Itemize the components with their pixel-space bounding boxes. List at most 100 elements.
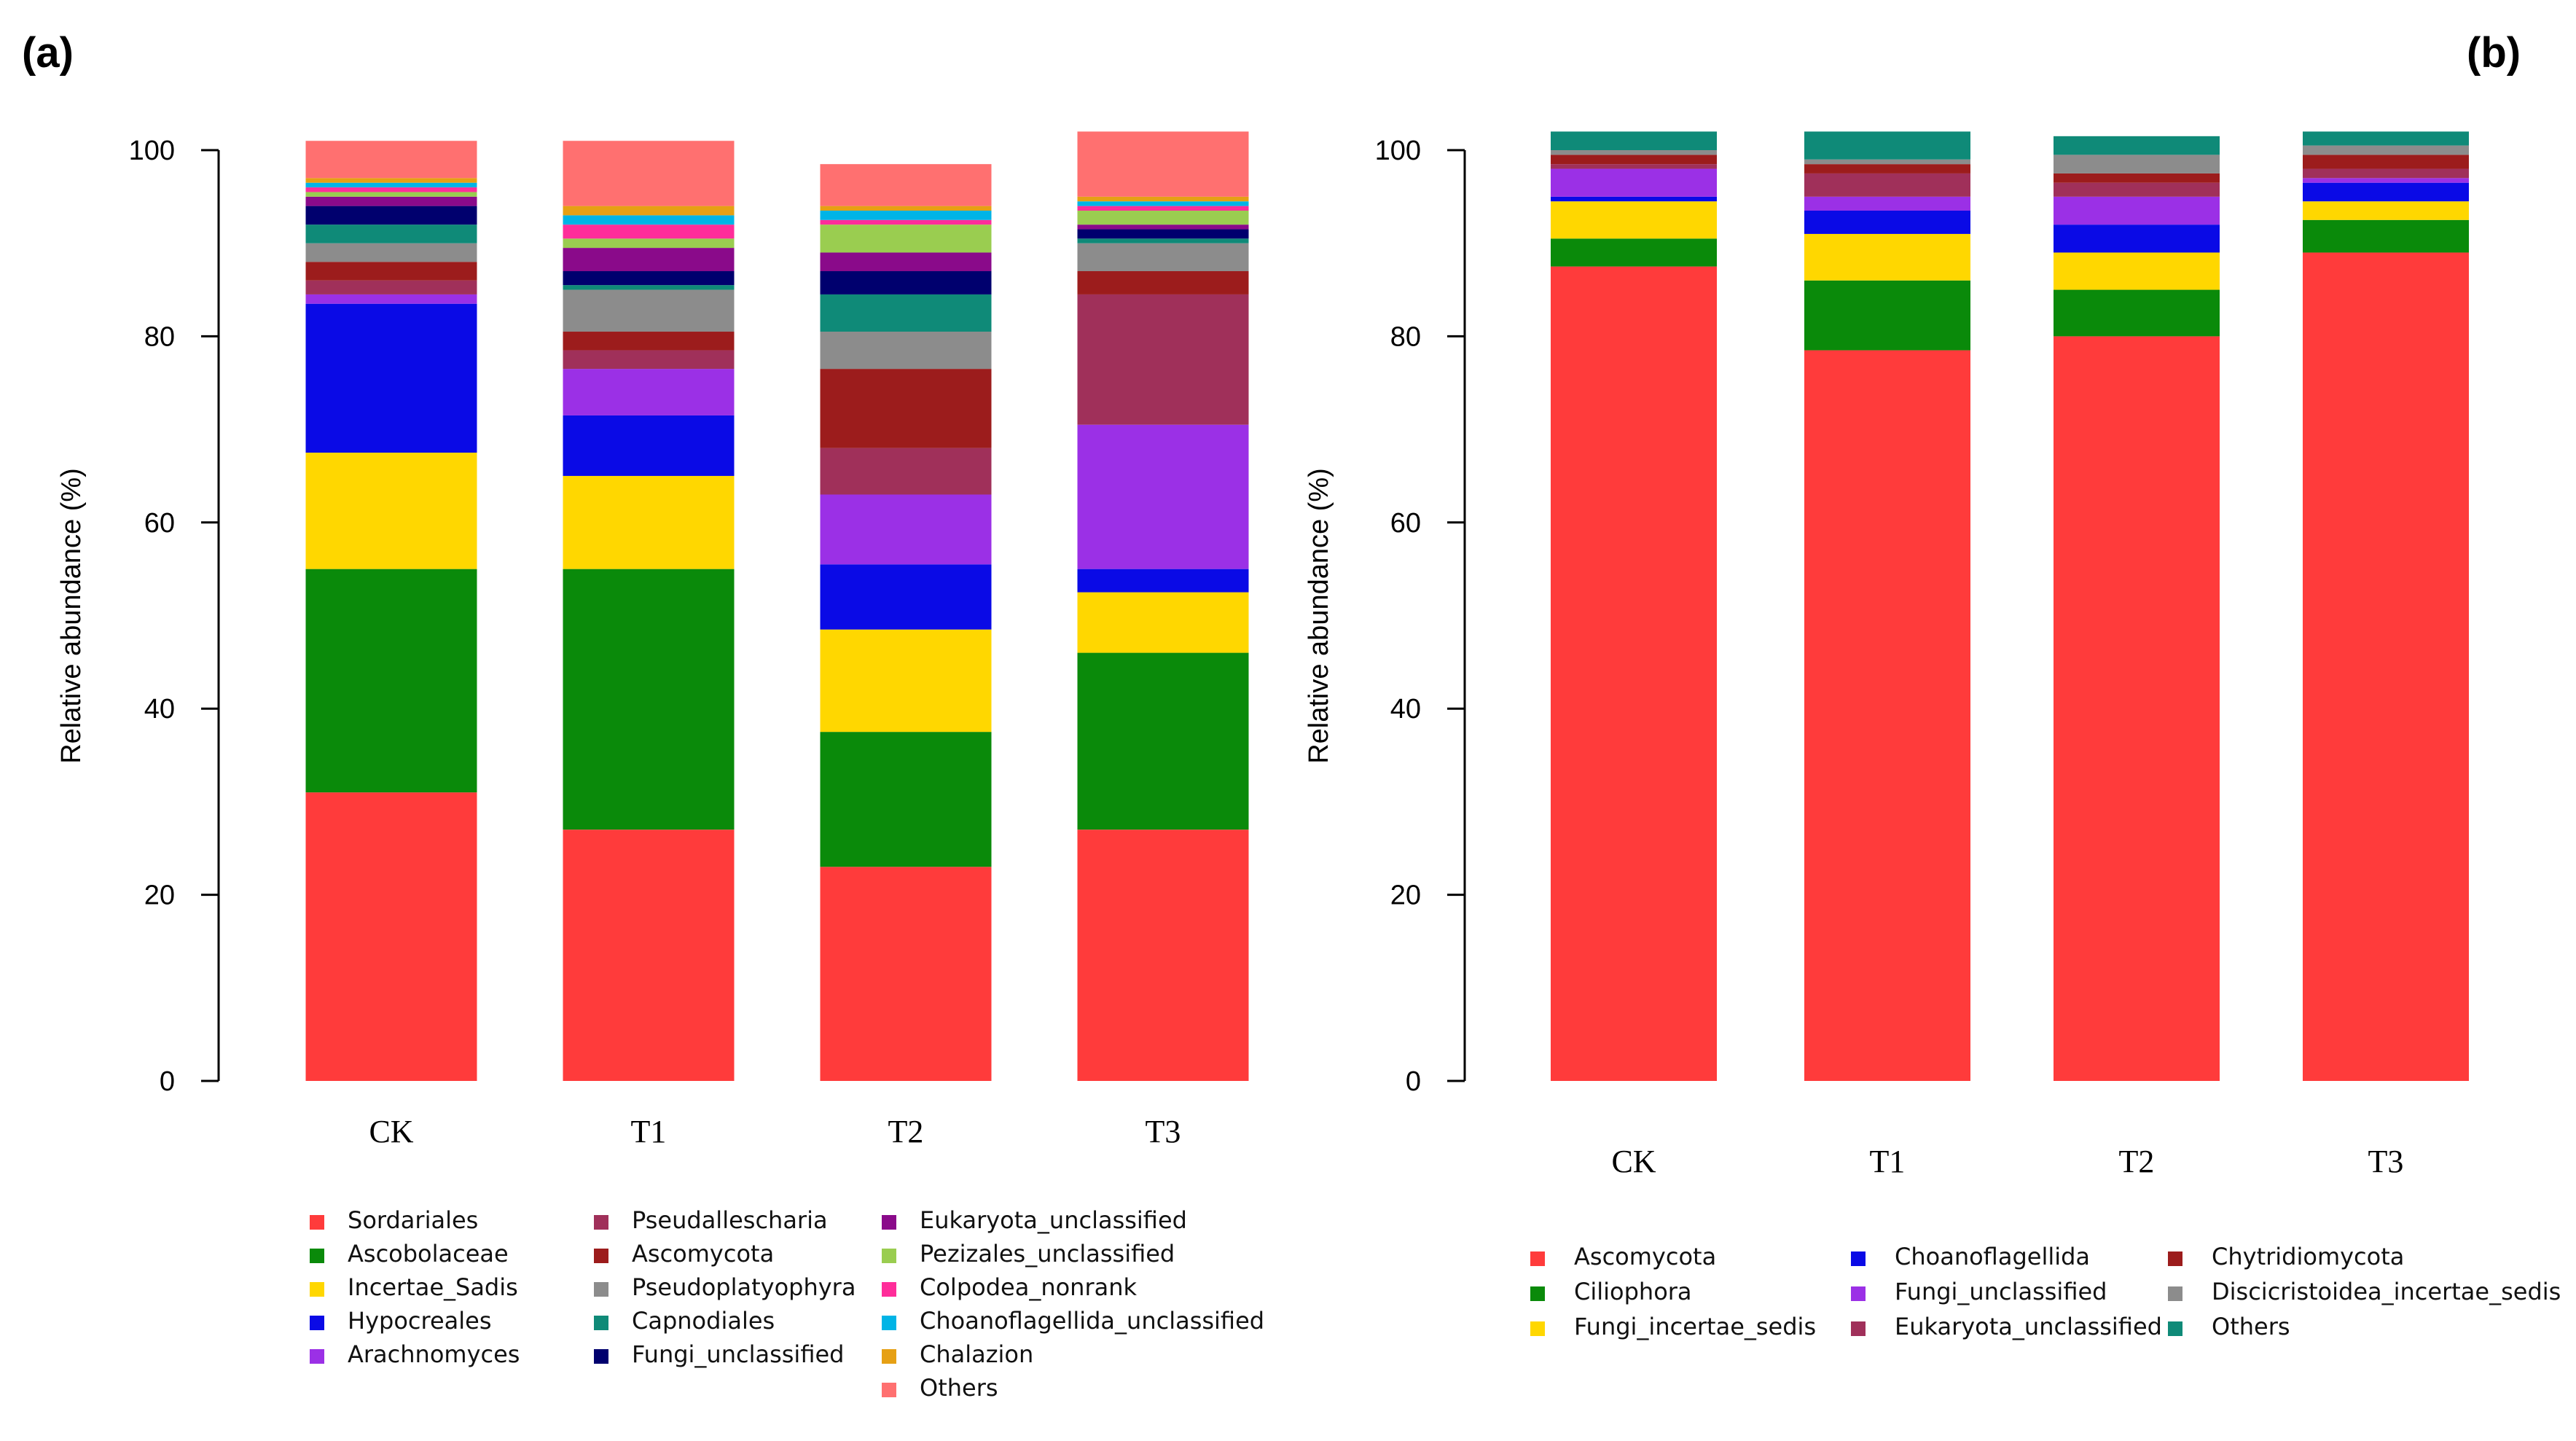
legend-label: Chytridiomycota: [2212, 1243, 2404, 1270]
bar-segment-T1-others: [563, 141, 735, 206]
panel-label-b: (b): [2467, 29, 2521, 77]
bar-segment-CK-ascomycota: [1551, 266, 1717, 1081]
legend-label: Fungi_incertae_sedis: [1574, 1313, 1816, 1340]
y-tick-label: 80: [144, 321, 175, 352]
legend-swatch: [594, 1215, 608, 1230]
bar-segment-T1-pseudoplatyophyra: [563, 289, 735, 332]
legend-label: Others: [920, 1374, 998, 1402]
bar-segment-T1-ascomycota: [563, 332, 735, 351]
legend-swatch: [2168, 1321, 2182, 1336]
y-tick-label: 20: [1390, 880, 1421, 911]
bar-stack-CK: [1551, 131, 1717, 1081]
x-category-label: T2: [2119, 1144, 2155, 1179]
bar-segment-T2-discicristoidea_incertae_sedis: [2054, 155, 2220, 173]
bar-segment-T3-ciliophora: [2303, 219, 2469, 253]
y-axis-label: Relative abundance (%): [56, 468, 87, 764]
bar-segment-T3-ascomycota: [1077, 271, 1249, 294]
bar-segment-T1-eukaryota_unclassified: [1804, 173, 1970, 197]
bar-segment-T1-chalazion: [563, 206, 735, 216]
x-category-label: T1: [631, 1114, 667, 1149]
bar-segment-T3-fungi_unclassified: [1077, 229, 1249, 239]
bar-segment-CK-others: [305, 141, 477, 179]
bar-segment-T1-capnodiales: [563, 285, 735, 290]
bar-segment-CK-pseudallescharia: [305, 280, 477, 294]
bar-segment-T3-incertae_sadis: [1077, 592, 1249, 653]
bar-segment-T2-ascomycota: [820, 369, 992, 448]
bar-segment-T2-pseudallescharia: [820, 448, 992, 495]
bar-segment-T1-pseudallescharia: [563, 350, 735, 370]
y-tick-label: 60: [1390, 508, 1421, 539]
bar-segment-T2-others: [2054, 136, 2220, 155]
bar-segment-CK-ciliophora: [1551, 238, 1717, 267]
bar-segment-T3-fungi_incertae_sedis: [2303, 201, 2469, 220]
legend-label: Chalazion: [920, 1340, 1033, 1368]
legend-label: Hypocreales: [348, 1307, 491, 1335]
legend-label: Colpodea_nonrank: [920, 1273, 1138, 1301]
bar-segment-CK-discicristoidea_incertae_sedis: [1551, 150, 1717, 155]
bar-segment-T2-hypocreales: [820, 564, 992, 630]
bar-segment-T2-choanoflagellida: [2054, 224, 2220, 253]
bar-segment-T3-ascomycota: [2303, 252, 2469, 1082]
bar-segment-T2-colpodea_nonrank: [820, 219, 992, 225]
legend-label: Ascomycota: [632, 1240, 774, 1268]
bar-segment-CK-others: [1551, 131, 1717, 150]
bar-segment-T1-ascobolaceae: [563, 569, 735, 830]
x-category-label: T1: [1870, 1144, 1906, 1179]
y-tick-label: 0: [1406, 1066, 1421, 1097]
bar-segment-CK-ascomycota: [305, 262, 477, 281]
bar-segment-T2-eukaryota_unclassified: [820, 252, 992, 272]
legend-label: Ascobolaceae: [348, 1240, 509, 1268]
legend-swatch: [2168, 1286, 2182, 1301]
bar-segment-T2-ascobolaceae: [820, 732, 992, 867]
bar-segment-T2-ascomycota: [2054, 336, 2220, 1081]
bar-segment-T2-chalazion: [820, 206, 992, 211]
bar-segment-T3-choanoflagellida_unclassified: [1077, 201, 1249, 206]
legend: Sordariales Ascobolaceae Incertae_Sadis Hyp…: [310, 1206, 1264, 1402]
bar-segment-T2-incertae_sadis: [820, 629, 992, 733]
legend-label: Eukaryota_unclassified: [1895, 1313, 2162, 1340]
bar-segment-T3-others: [2303, 131, 2469, 146]
bar-segment-T2-eukaryota_unclassified: [2054, 182, 2220, 197]
y-tick-label: 80: [1390, 321, 1421, 352]
bar-segment-CK-sordariales: [305, 792, 477, 1081]
bar-segment-T2-pezizales_unclassified: [820, 224, 992, 253]
bar-segment-T1-colpodea_nonrank: [563, 224, 735, 239]
x-category-label: T3: [2368, 1144, 2404, 1179]
bar-stack-CK: [305, 141, 477, 1081]
legend-swatch: [1530, 1321, 1545, 1336]
bar-segment-T3-pseudoplatyophyra: [1077, 243, 1249, 272]
bar-segment-T2-fungi_unclassified: [2054, 196, 2220, 225]
legend-swatch: [1851, 1286, 1866, 1301]
stacked-bar-chart-a: 0 20 40 60 80 100 Relative abundance (%) CK T1 T2…: [56, 131, 1264, 1402]
bar-stack-T3: [1077, 131, 1249, 1081]
y-tick-label: 0: [160, 1066, 175, 1097]
bar-segment-T3-eukaryota_unclassified: [1077, 224, 1249, 230]
bar-segment-T1-fungi_incertae_sedis: [1804, 233, 1970, 281]
bar-stack-T2: [2054, 136, 2220, 1081]
stacked-bar-chart-b: 0 20 40 60 80 100 Relative abundance (%) CK T1 T2…: [1304, 131, 2561, 1340]
bar-segment-T3-hypocreales: [1077, 569, 1249, 593]
bar-segment-T2-chytridiomycota: [2054, 173, 2220, 183]
bar-segment-T2-pseudoplatyophyra: [820, 332, 992, 370]
bar-segment-T3-others: [1077, 131, 1249, 197]
legend-swatch: [882, 1215, 896, 1230]
legend-label: Fungi_unclassified: [632, 1340, 844, 1368]
legend-swatch: [310, 1249, 324, 1263]
legend: Ascomycota Ciliophora Fungi_incertae_sedis…: [1530, 1243, 2561, 1340]
legend-label: Sordariales: [348, 1206, 478, 1234]
legend-swatch: [310, 1215, 324, 1230]
bar-segment-T1-ascomycota: [1804, 350, 1970, 1081]
legend-swatch: [594, 1282, 608, 1297]
bar-segment-CK-chytridiomycota: [1551, 155, 1717, 165]
bar-segment-CK-colpodea_nonrank: [305, 187, 477, 192]
bar-segment-T1-ciliophora: [1804, 280, 1970, 351]
legend-label: Ascomycota: [1574, 1243, 1716, 1270]
legend-label: Capnodiales: [632, 1307, 775, 1335]
bar-segment-T1-discicristoidea_incertae_sedis: [1804, 159, 1970, 165]
bar-segment-T1-choanoflagellida_unclassified: [563, 215, 735, 225]
bar-segment-T3-sordariales: [1077, 829, 1249, 1081]
bar-segment-T3-pseudallescharia: [1077, 294, 1249, 425]
x-category-label: CK: [1611, 1144, 1656, 1179]
y-tick-label: 40: [1390, 694, 1421, 725]
